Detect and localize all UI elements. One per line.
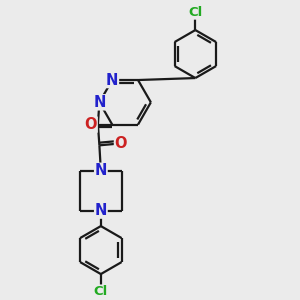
- Text: Cl: Cl: [188, 6, 202, 19]
- Text: N: N: [106, 73, 118, 88]
- Text: O: O: [85, 117, 97, 132]
- Text: O: O: [115, 136, 127, 152]
- Text: N: N: [95, 203, 107, 218]
- Text: N: N: [93, 95, 106, 110]
- Text: Cl: Cl: [94, 285, 108, 298]
- Text: N: N: [95, 163, 107, 178]
